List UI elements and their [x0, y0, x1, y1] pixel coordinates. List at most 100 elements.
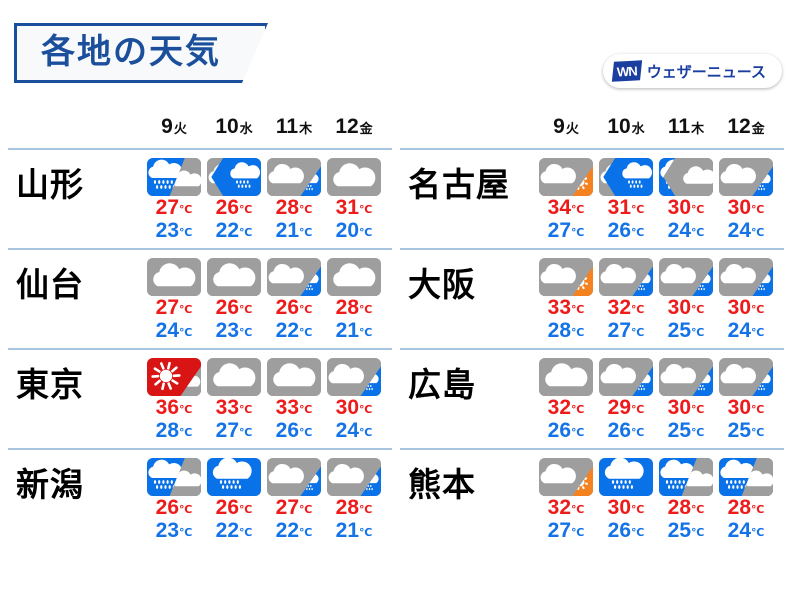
temp-high: 33℃ [548, 297, 585, 318]
city-name: 熊本 [408, 466, 476, 503]
day-of-week: 木 [691, 121, 705, 136]
temperature-block: 30℃ 26℃ [608, 497, 645, 541]
temperature-block: 27℃ 24℃ [156, 297, 193, 341]
forecast-cell[interactable]: 27℃ 23℃ [144, 158, 204, 241]
forecast-cell[interactable]: 30℃ 24℃ [656, 158, 716, 241]
forecast-cell[interactable]: 27℃ 22℃ [264, 458, 324, 541]
temp-low: 26℃ [276, 420, 313, 441]
temp-unit: ℃ [299, 327, 313, 339]
temp-high-value: 26 [275, 296, 300, 319]
temp-low: 25℃ [668, 320, 705, 341]
temp-low: 26℃ [608, 520, 645, 541]
temp-high: 30℃ [668, 397, 705, 418]
temp-unit: ℃ [299, 504, 313, 516]
forecast-cell[interactable]: 30℃ 24℃ [716, 258, 776, 341]
temp-low: 24℃ [156, 320, 193, 341]
temp-low: 24℃ [728, 220, 765, 241]
temperature-block: 30℃ 24℃ [336, 397, 373, 441]
temp-high: 28℃ [336, 497, 373, 518]
city-row[interactable]: 東京 36℃ 28℃ 33℃ 27℃ 33℃ 26℃ 30℃ 24℃ [8, 348, 392, 448]
forecast-cell[interactable]: 30℃ 24℃ [716, 158, 776, 241]
forecast-cell[interactable]: 28℃ 21℃ [324, 258, 384, 341]
forecast-cell[interactable]: 33℃ 26℃ [264, 358, 324, 441]
forecast-cell[interactable]: 30℃ 25℃ [656, 358, 716, 441]
temp-low: 26℃ [608, 420, 645, 441]
forecast-cell[interactable]: 28℃ 24℃ [716, 458, 776, 541]
forecast-cell[interactable]: 26℃ 23℃ [204, 258, 264, 341]
forecast-cell[interactable]: 31℃ 20℃ [324, 158, 384, 241]
temp-low-value: 22 [275, 519, 300, 542]
forecast-cell[interactable]: 33℃ 27℃ [204, 358, 264, 441]
weather-icon-cloudy-then-rain [267, 258, 321, 296]
forecast-cell[interactable]: 32℃ 26℃ [536, 358, 596, 441]
temperature-block: 27℃ 22℃ [276, 497, 313, 541]
temp-unit: ℃ [571, 527, 585, 539]
temp-low-value: 23 [155, 519, 180, 542]
city-row[interactable]: 広島 32℃ 26℃ 29℃ 26℃ 30℃ 25℃ 30℃ 25℃ [400, 348, 784, 448]
temp-high-value: 27 [275, 496, 300, 519]
forecast-cell[interactable]: 33℃ 28℃ [536, 258, 596, 341]
forecast-cell[interactable]: 31℃ 26℃ [596, 158, 656, 241]
forecast-cell[interactable]: 29℃ 26℃ [596, 358, 656, 441]
forecast-cell[interactable]: 26℃ 22℃ [264, 258, 324, 341]
temp-high-value: 32 [547, 396, 572, 419]
forecast-cell[interactable]: 32℃ 27℃ [536, 458, 596, 541]
city-row[interactable]: 新潟 26℃ 23℃ 26℃ 22℃ 27℃ 22℃ 28℃ 21℃ [8, 448, 392, 548]
temp-high: 33℃ [216, 397, 253, 418]
weather-icon-primary-cloud [147, 258, 201, 296]
weather-icon-cloudy-then-rain [599, 258, 653, 296]
forecast-cell[interactable]: 28℃ 25℃ [656, 458, 716, 541]
weather-icon-cloudy-then-sunny [539, 458, 593, 496]
temp-unit: ℃ [571, 304, 585, 316]
forecast-cell[interactable]: 36℃ 28℃ [144, 358, 204, 441]
forecast-cell[interactable]: 27℃ 24℃ [144, 258, 204, 341]
city-row[interactable]: 大阪 33℃ 28℃ 32℃ 27℃ 30℃ 25℃ 30℃ 24℃ [400, 248, 784, 348]
temp-unit: ℃ [691, 427, 705, 439]
weather-icon-rain-then-cloudy [147, 158, 201, 196]
forecast-cell[interactable]: 26℃ 23℃ [144, 458, 204, 541]
city-row[interactable]: 名古屋 34℃ 27℃ 31℃ 26℃ 30℃ 24℃ 30℃ 24℃ [400, 148, 784, 248]
weather-icon-cloudy [327, 258, 381, 296]
temp-high-value: 26 [155, 496, 180, 519]
temp-high: 30℃ [668, 197, 705, 218]
temp-high: 36℃ [156, 397, 193, 418]
city-row[interactable]: 熊本 32℃ 27℃ 30℃ 26℃ 28℃ 25℃ 28℃ 24℃ [400, 448, 784, 548]
weather-icon-cloudy-then-rain [207, 158, 261, 196]
weather-icon-primary-cloud [207, 258, 261, 296]
temp-high-value: 32 [547, 496, 572, 519]
forecast-cell[interactable]: 28℃ 21℃ [264, 158, 324, 241]
temperature-block: 36℃ 28℃ [156, 397, 193, 441]
temp-unit: ℃ [631, 504, 645, 516]
city-row[interactable]: 山形 27℃ 23℃ 26℃ 22℃ 28℃ 21℃ 31℃ 20℃ [8, 148, 392, 248]
weather-icon-cloudy-then-rain [599, 158, 653, 196]
temp-low: 27℃ [608, 320, 645, 341]
forecast-cell[interactable]: 30℃ 26℃ [596, 458, 656, 541]
temp-low: 23℃ [156, 220, 193, 241]
forecast-cell[interactable]: 30℃ 25℃ [716, 358, 776, 441]
temp-unit: ℃ [631, 404, 645, 416]
forecast-cell[interactable]: 32℃ 27℃ [596, 258, 656, 341]
temp-unit: ℃ [359, 427, 373, 439]
city-name: 山形 [16, 166, 84, 203]
temp-unit: ℃ [751, 404, 765, 416]
forecast-cell[interactable]: 30℃ 24℃ [324, 358, 384, 441]
temp-high-value: 30 [667, 196, 692, 219]
weather-icon-cloudy-then-sunny [539, 258, 593, 296]
forecast-cell[interactable]: 26℃ 22℃ [204, 158, 264, 241]
weather-icon-cloudy-then-rain [719, 358, 773, 396]
temp-high-value: 31 [607, 196, 632, 219]
forecast-cell[interactable]: 26℃ 22℃ [204, 458, 264, 541]
temp-unit: ℃ [751, 204, 765, 216]
forecast-cell[interactable]: 34℃ 27℃ [536, 158, 596, 241]
forecast-cell[interactable]: 30℃ 25℃ [656, 258, 716, 341]
city-row[interactable]: 仙台 27℃ 24℃ 26℃ 23℃ 26℃ 22℃ 28℃ 21℃ [8, 248, 392, 348]
temp-low-value: 27 [547, 519, 572, 542]
temp-high: 28℃ [276, 197, 313, 218]
temp-low: 23℃ [216, 320, 253, 341]
temperature-block: 28℃ 21℃ [276, 197, 313, 241]
weather-icon-rain [599, 458, 653, 496]
weather-icon-secondary-rain [211, 158, 261, 196]
weather-board: 9火 10水 11木 12金 山形 27℃ 23℃ 26℃ 22℃ 28℃ 21℃ 31℃ 20℃ 仙台 2… [0, 112, 800, 572]
forecast-cell[interactable]: 28℃ 21℃ [324, 458, 384, 541]
day-number: 11 [275, 115, 299, 138]
